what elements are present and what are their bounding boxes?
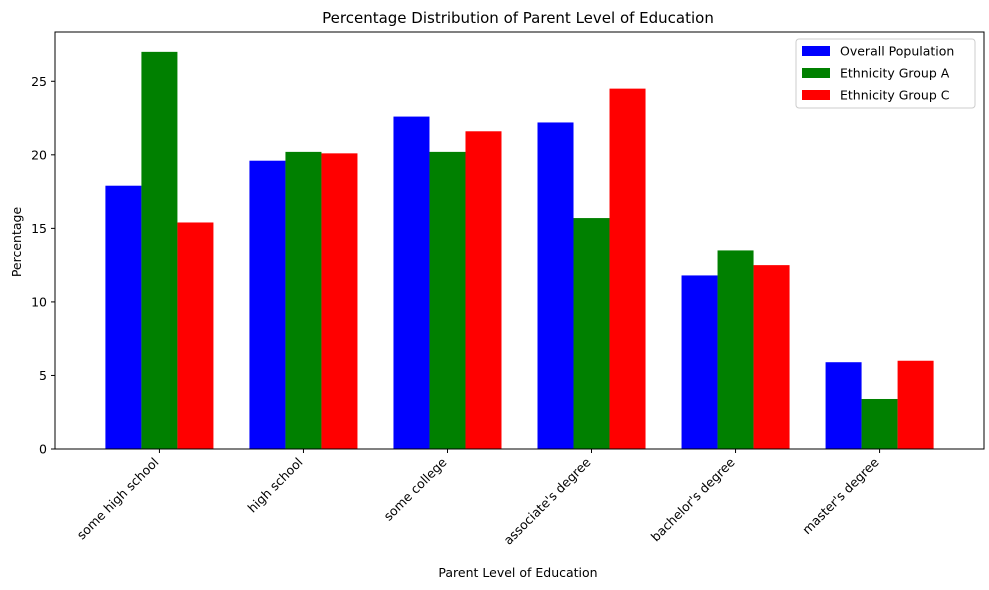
x-axis-label: Parent Level of Education — [438, 565, 597, 580]
x-tick-label-1: some high school — [74, 455, 162, 543]
y-tick-label-4: 15 — [31, 221, 47, 236]
bar-3-5 — [753, 265, 790, 449]
x-tick-label-5: bachelor's degree — [648, 454, 738, 544]
axes-frame — [54, 31, 985, 450]
bar-3-4 — [609, 88, 646, 449]
legend-label-1: Overall Population — [840, 44, 954, 59]
y-tick-label-2: 5 — [39, 368, 47, 383]
bar-2-4 — [573, 218, 610, 449]
bar-2-2 — [285, 151, 322, 450]
bar-1-4 — [537, 122, 574, 449]
bar-1-6 — [825, 362, 862, 449]
legend-swatch-2 — [802, 68, 830, 78]
bar-2-5 — [717, 250, 754, 449]
legend-swatch-1 — [802, 46, 830, 56]
legend: Overall Population Ethnicity Group A Ethni… — [795, 38, 976, 109]
legend-swatch-3 — [802, 90, 830, 100]
bar-3-3 — [465, 131, 502, 450]
bar-2-1 — [141, 51, 178, 449]
legend-box — [795, 38, 976, 109]
bar-1-2 — [249, 160, 286, 449]
x-tick-label-6: master's degree — [799, 454, 882, 537]
y-tick-label-1: 0 — [39, 442, 47, 457]
bar-3-1 — [177, 222, 214, 449]
x-tick-label-4: associate's degree — [501, 454, 594, 547]
y-tick-label-6: 25 — [31, 74, 47, 89]
bar-2-6 — [861, 398, 898, 449]
y-tick-label-5: 20 — [31, 147, 47, 162]
bar-2-3 — [429, 151, 466, 450]
bar-1-1 — [105, 185, 142, 450]
x-tick-label-2: high school — [245, 455, 306, 516]
y-axis-label: Percentage — [9, 207, 24, 278]
legend-label-3: Ethnicity Group C — [840, 88, 950, 103]
bar-1-3 — [393, 116, 430, 449]
plot-area: 0 5 10 15 20 25 some high school high school som… — [31, 31, 985, 548]
x-tick-label-3: some college — [380, 454, 449, 523]
bar-3-2 — [321, 153, 358, 449]
bar-1-5 — [681, 275, 718, 449]
chart-title: Percentage Distribution of Parent Level … — [322, 9, 714, 27]
legend-label-2: Ethnicity Group A — [840, 66, 950, 81]
bar-3-6 — [897, 360, 934, 449]
y-tick-label-3: 10 — [31, 294, 47, 309]
